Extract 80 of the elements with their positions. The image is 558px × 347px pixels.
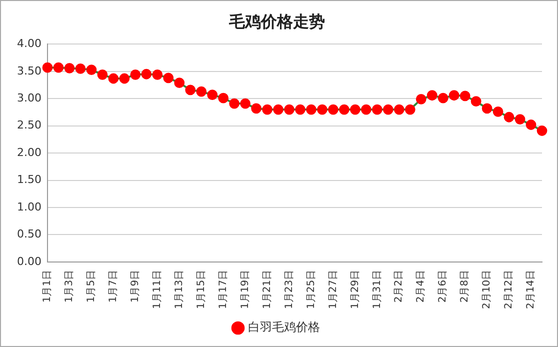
point	[53, 62, 64, 73]
x-tick-label: 1月15日	[196, 270, 207, 310]
point	[240, 98, 250, 109]
point	[218, 92, 229, 104]
y-tick-label: 3.00	[16, 91, 42, 104]
x-tick-label: 2月10日	[482, 270, 493, 310]
point	[382, 104, 394, 115]
point	[470, 96, 482, 107]
point	[185, 84, 196, 96]
x-tick-label: 1月25日	[306, 270, 317, 310]
point	[526, 120, 536, 130]
point	[152, 69, 163, 80]
y-tick-label: 1.00	[16, 200, 42, 214]
point	[130, 69, 141, 80]
x-tick-label: 2月6日	[438, 270, 449, 303]
point	[174, 78, 185, 88]
point	[196, 86, 207, 97]
point	[251, 103, 262, 114]
y-tick-label: 2.00	[16, 146, 42, 159]
x-tick-label: 1月23日	[284, 270, 295, 310]
x-tick-label: 2月8日	[460, 270, 471, 303]
point	[438, 92, 448, 104]
x-tick-label: 1月13日	[174, 270, 185, 310]
x-tick-label: 1月7日	[108, 270, 120, 303]
point	[86, 64, 97, 75]
point	[350, 104, 360, 115]
x-tick-label: 1月19日	[240, 270, 251, 310]
chart-title: 毛鸡价格走势	[228, 12, 325, 31]
point	[284, 104, 294, 115]
point	[317, 104, 328, 115]
y-tick-label: 4.00	[16, 37, 42, 50]
x-tick-label: 1月3日	[64, 270, 76, 303]
legend-label: 白羽毛鸡价格	[248, 320, 320, 334]
point	[295, 104, 306, 115]
point	[492, 106, 504, 117]
point	[416, 94, 426, 104]
x-tick-label: 1月21日	[262, 270, 273, 310]
point	[404, 104, 416, 115]
point	[338, 104, 350, 115]
point	[163, 72, 174, 84]
y-tick-label: 3.50	[16, 64, 42, 78]
point	[64, 62, 75, 74]
point	[504, 112, 514, 122]
y-tick-label: 1.50	[16, 173, 42, 186]
x-tick-label: 1月9日	[130, 270, 141, 303]
x-tick-label: 1月17日	[218, 270, 229, 310]
x-tick-label: 2月4日	[416, 270, 427, 303]
point	[328, 104, 338, 115]
point	[207, 90, 218, 100]
point	[273, 104, 284, 115]
point	[75, 63, 86, 74]
x-tick-label: 1月31日	[372, 270, 383, 310]
point	[119, 73, 130, 84]
point	[262, 104, 272, 115]
x-tick-label: 2月14日	[526, 270, 537, 310]
y-tick-label: 0.00	[16, 254, 42, 268]
point	[394, 104, 404, 115]
point	[482, 103, 492, 114]
point	[372, 104, 382, 115]
y-tick-label: 0.50	[16, 228, 42, 241]
point	[306, 104, 316, 115]
x-tick-label: 2月12日	[504, 270, 515, 310]
point	[360, 104, 372, 115]
y-tick-label: 2.50	[16, 118, 42, 132]
point	[141, 68, 152, 80]
x-tick-label: 1月5日	[86, 270, 98, 303]
x-tick-label: 1月27日	[328, 270, 339, 310]
point	[426, 90, 438, 101]
point	[229, 98, 240, 109]
x-tick-label: 1月1日	[42, 270, 54, 303]
x-tick-label: 1月29日	[350, 270, 361, 310]
point	[108, 73, 119, 84]
x-tick-label: 2月2日	[394, 270, 405, 303]
point	[514, 114, 526, 125]
point	[536, 126, 548, 136]
point	[460, 90, 470, 102]
point	[42, 62, 53, 73]
point	[97, 69, 108, 80]
point	[448, 90, 460, 101]
x-tick-label: 1月11日	[152, 270, 163, 310]
